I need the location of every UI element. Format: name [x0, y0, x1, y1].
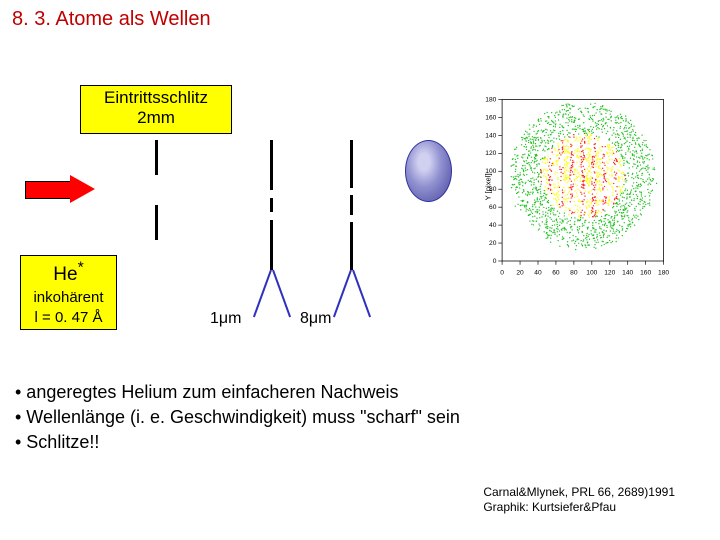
svg-text:Y [pixel]: Y [pixel]: [484, 173, 493, 200]
svg-text:20: 20: [516, 269, 524, 276]
slit1-lead-right: [272, 270, 291, 318]
slit1-lead-left: [253, 270, 272, 318]
double-slit-2-mid: [350, 195, 353, 215]
svg-text:40: 40: [534, 269, 542, 276]
diffraction-pattern: 0204060801001201401601800204060801001201…: [480, 90, 680, 280]
detector-icon: [405, 140, 452, 202]
he-source-box: He* inkohärent l = 0. 47 Å: [20, 255, 117, 330]
svg-text:160: 160: [640, 269, 651, 276]
slit2-lead-left: [333, 270, 352, 318]
entry-slit-line2: 2mm: [137, 108, 175, 127]
entry-slit-label-box: Eintrittsschlitz 2mm: [80, 85, 232, 134]
svg-text:80: 80: [570, 269, 578, 276]
beam-arrow-icon: [25, 175, 95, 203]
citation: Carnal&Mlynek, PRL 66, 2689)1991 Graphik…: [483, 485, 675, 515]
double-slit-1-bot: [270, 220, 273, 270]
svg-text:140: 140: [485, 132, 496, 139]
svg-text:160: 160: [485, 114, 496, 121]
double-slit-2-bot: [350, 222, 353, 270]
bullet-list: • angeregtes Helium zum einfacheren Nach…: [15, 380, 460, 456]
double-slit-1-top: [270, 140, 273, 190]
svg-text:0: 0: [493, 258, 497, 265]
svg-text:180: 180: [485, 96, 496, 103]
svg-text:100: 100: [586, 269, 597, 276]
section-title: 8. 3. Atome als Wellen: [12, 8, 211, 31]
citation-line1: Carnal&Mlynek, PRL 66, 2689)1991: [483, 485, 675, 500]
citation-line2: Graphik: Kurtsiefer&Pfau: [483, 500, 675, 515]
he-label: He*: [53, 264, 83, 285]
slit2-lead-right: [352, 270, 371, 318]
wavelength-label: l = 0. 47 Å: [35, 309, 103, 326]
svg-text:60: 60: [489, 204, 497, 211]
bullet-3: • Schlitze!!: [15, 430, 460, 455]
svg-text:0: 0: [500, 269, 504, 276]
slit-width-1um: 1μm: [210, 310, 241, 328]
double-slit-1-mid: [270, 198, 273, 212]
svg-text:140: 140: [622, 269, 633, 276]
entry-slit-bot: [155, 205, 158, 240]
svg-text:120: 120: [485, 150, 496, 157]
bullet-1: • angeregtes Helium zum einfacheren Nach…: [15, 380, 460, 405]
coherence-label: inkohärent: [33, 289, 103, 306]
svg-text:60: 60: [552, 269, 560, 276]
svg-text:120: 120: [604, 269, 615, 276]
svg-text:40: 40: [489, 222, 497, 229]
entry-slit-top: [155, 140, 158, 175]
double-slit-2-top: [350, 140, 353, 188]
svg-text:180: 180: [658, 269, 669, 276]
bullet-2: • Wellenlänge (i. e. Geschwindigkeit) mu…: [15, 405, 460, 430]
svg-text:20: 20: [489, 240, 497, 247]
entry-slit-line1: Eintrittsschlitz: [104, 88, 208, 107]
slit-width-8um: 8μm: [300, 310, 331, 328]
